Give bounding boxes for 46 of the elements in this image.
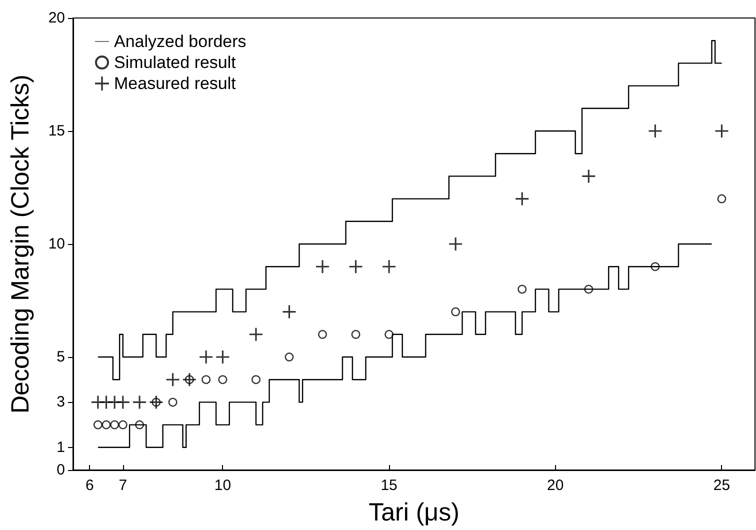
y-tick-label: 15 [48,122,65,140]
y-tick-label: 20 [48,10,65,26]
y-tick-label: 5 [56,348,65,366]
x-tick-label: 7 [118,477,128,494]
point [518,284,527,294]
point [316,260,330,274]
point [351,330,360,339]
point [118,420,128,430]
y-tick-label: 1 [56,438,65,456]
point [715,124,728,138]
point [200,350,213,364]
point [166,373,180,386]
y-tick-label: 3 [56,394,65,411]
point [116,396,130,409]
x-tick-label: 25 [713,477,730,494]
point [168,398,178,407]
x-tick-label: 10 [214,477,232,494]
x-tick-label: 15 [380,477,398,494]
point [110,420,120,430]
point [516,192,529,206]
point [349,260,362,274]
point [133,396,146,409]
x-tick-label: 6 [85,477,94,494]
legend-label: Simulated result [114,53,236,72]
legend-label: Measured result [114,74,236,93]
point [717,194,726,204]
point [582,170,596,183]
point [251,375,260,384]
point [93,420,102,430]
point [449,238,462,250]
point [318,330,328,339]
point [202,375,211,384]
point [451,307,460,316]
point [216,350,230,364]
point [284,352,294,362]
y-axis-title: Decoding Margin (Clock Ticks) [6,74,34,414]
point [282,305,296,318]
x-axis-title: Tari (μs) [368,498,460,526]
point [218,375,228,384]
legend-label: Analyzed borders [114,32,246,51]
point [648,124,662,138]
point [249,328,262,341]
y-tick-label: 0 [56,462,65,478]
x-tick-label: 20 [547,477,564,494]
point [382,260,396,274]
y-tick-label: 10 [48,236,65,252]
